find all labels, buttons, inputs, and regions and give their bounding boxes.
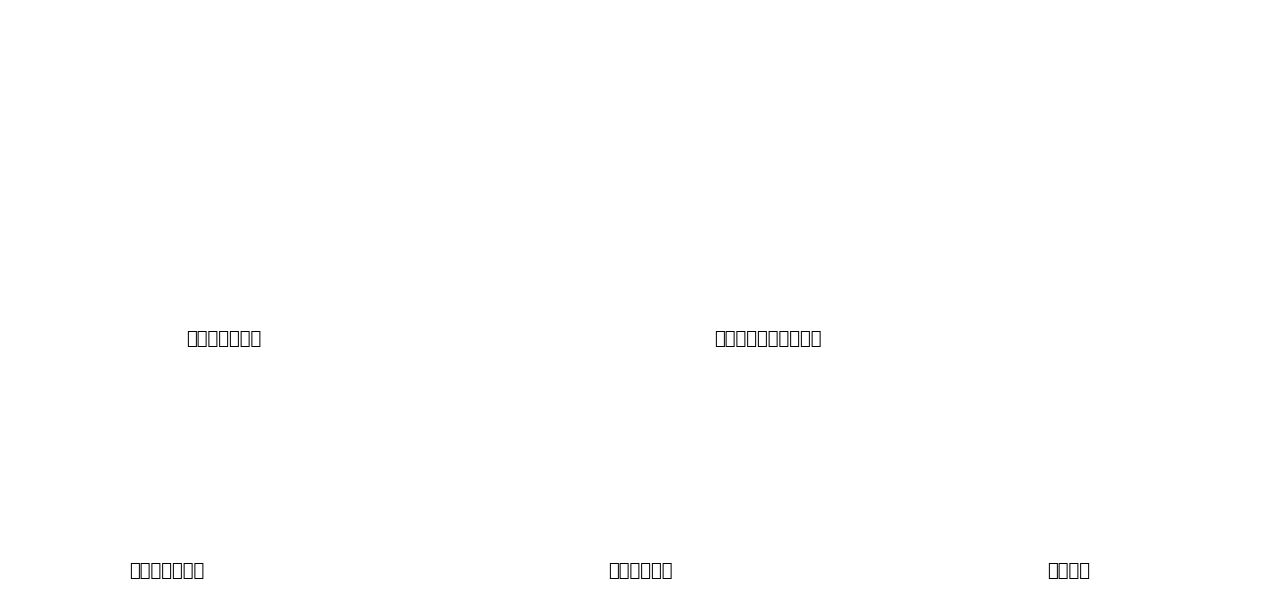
Text: 地塞米松: 地塞米松 bbox=[1047, 562, 1091, 580]
Text: 醒酸地塞米松: 醒酸地塞米松 bbox=[608, 562, 672, 580]
Text: 倍他米松磷酸钓: 倍他米松磷酸钓 bbox=[129, 562, 204, 580]
Text: 磷酸氢化可的松三乙胺: 磷酸氢化可的松三乙胺 bbox=[714, 330, 822, 348]
Text: 地塞米松磷酸钓: 地塞米松磷酸钓 bbox=[187, 330, 261, 348]
